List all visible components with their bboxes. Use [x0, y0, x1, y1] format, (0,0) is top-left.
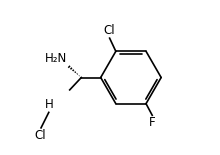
Text: Cl: Cl: [103, 24, 115, 37]
Text: F: F: [149, 116, 156, 129]
Text: H: H: [45, 98, 54, 111]
Text: H₂N: H₂N: [45, 52, 67, 65]
Text: Cl: Cl: [35, 129, 46, 142]
